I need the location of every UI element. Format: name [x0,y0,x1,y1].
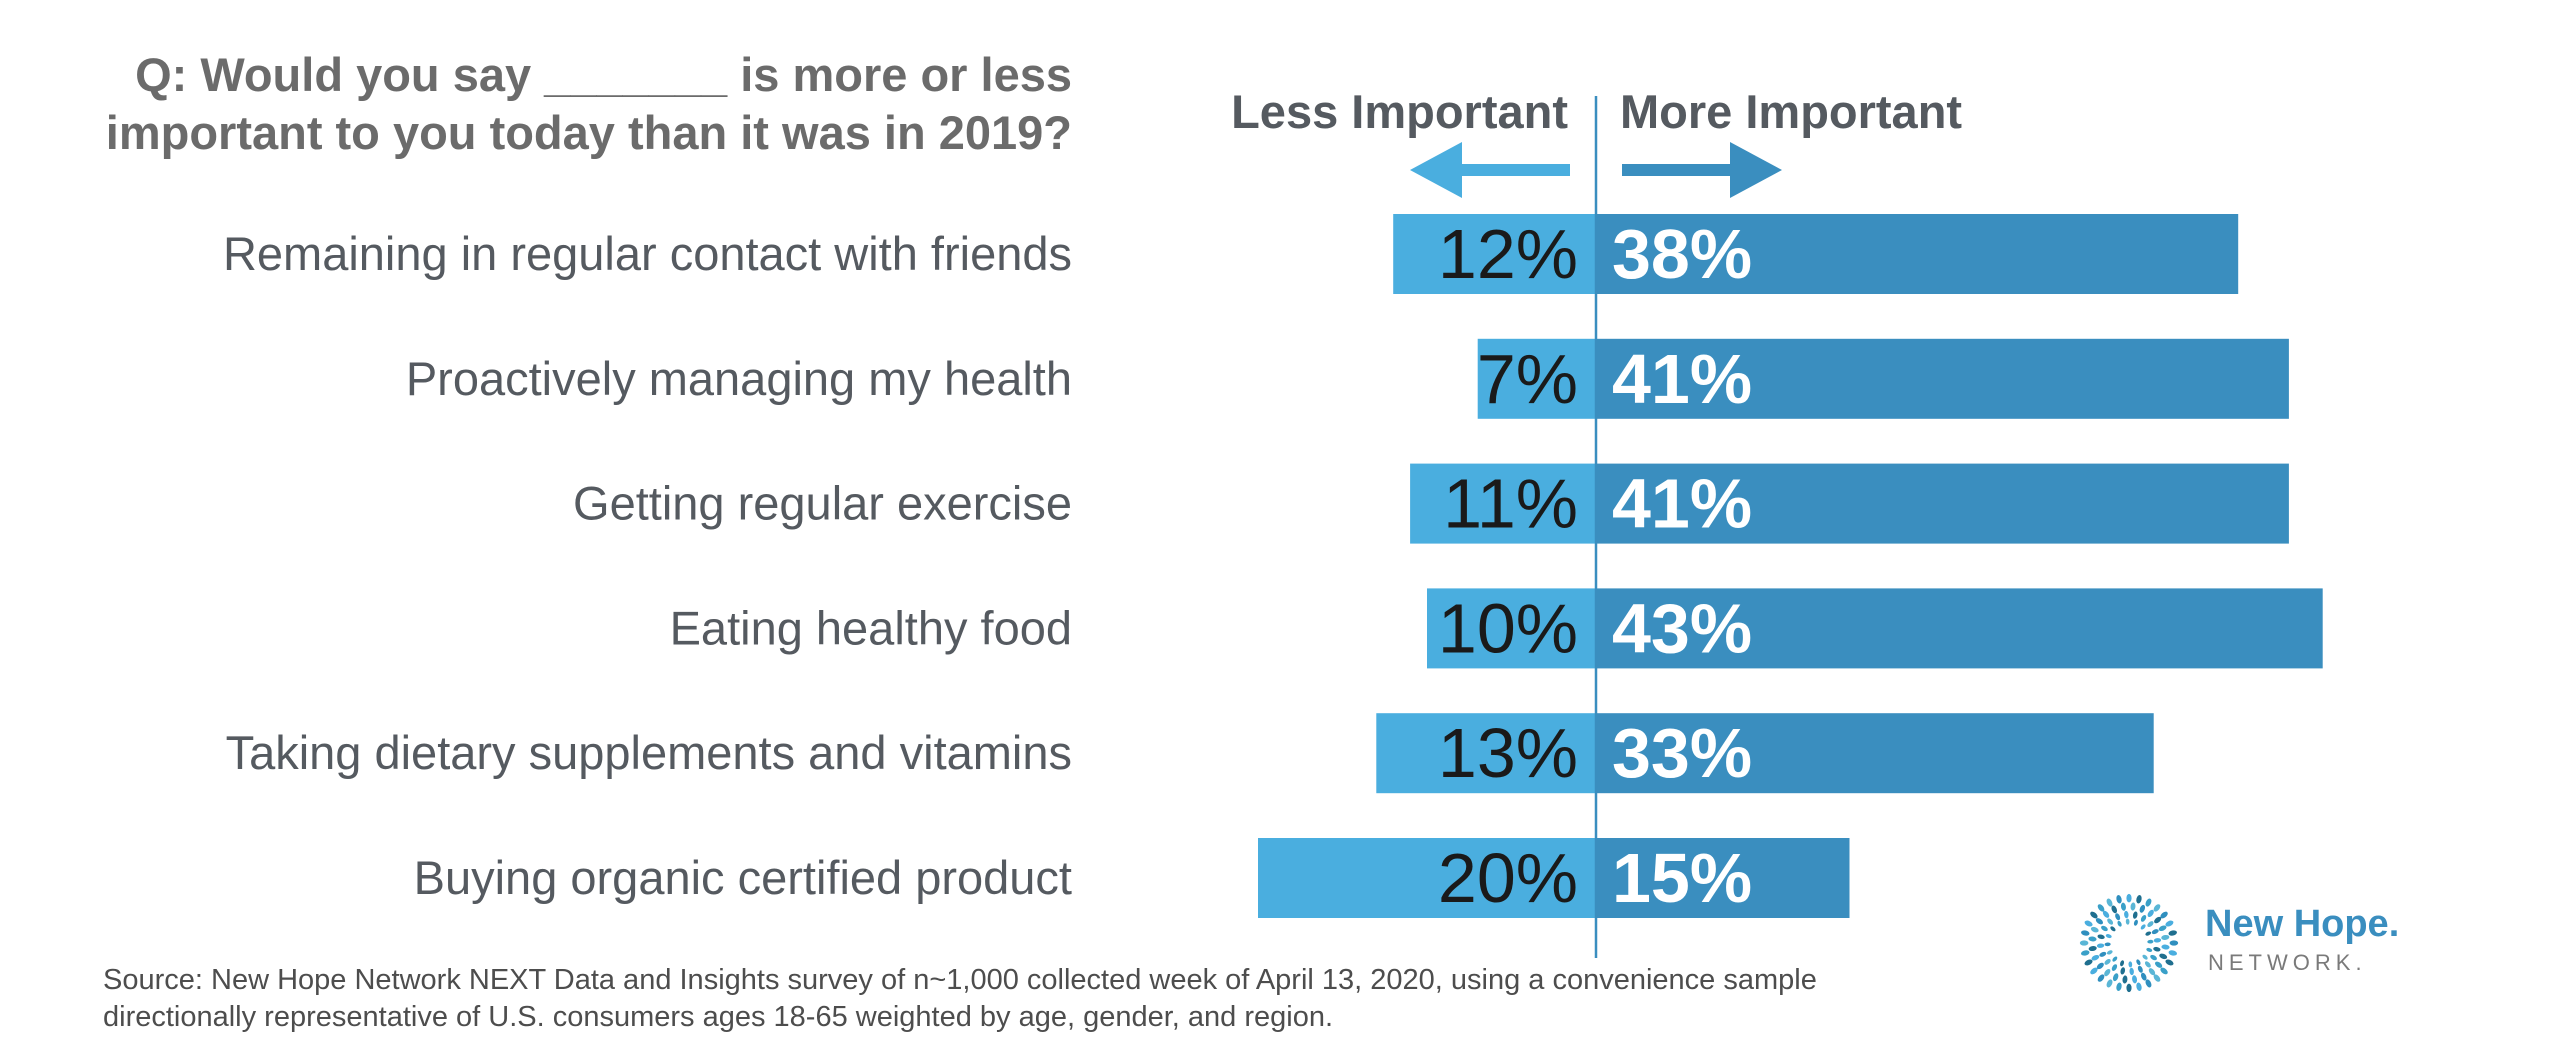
bar-more-remaining-in-regular-contact-with-friends [1596,214,2239,294]
less-important-header: Less Important [1231,85,1568,138]
value-label-less-proactively-managing-my-health: 7% [1477,340,1578,418]
bar-less-eating-healthy-food [1427,588,1596,669]
source-line-2: directionally representative of U.S. con… [103,1001,1334,1033]
bar-more-buying-organic-certified-product [1596,838,1850,918]
question-line-2: important to you today than it was in 20… [105,106,1072,159]
logo-subtitle: NETWORK. [2208,950,2367,975]
value-label-less-getting-regular-exercise: 11% [1443,465,1578,543]
value-label-more-taking-dietary-supplements-and-vitamins: 33% [1612,714,1752,792]
bar-more-proactively-managing-my-health [1596,338,2289,419]
bar-less-buying-organic-certified-product [1258,838,1596,918]
left-arrow-icon [1410,142,1462,198]
new-hope-logo: New Hope. NETWORK. [2078,892,2438,1002]
category-label-taking-dietary-supplements-and-vitamins: Taking dietary supplements and vitamins [226,726,1072,779]
more-arrow-shaft [1622,164,1734,176]
bar-more-taking-dietary-supplements-and-vitamins [1596,713,2154,794]
bar-more-getting-regular-exercise [1596,463,2289,544]
question-text: Q: Would you say _______ is more or less… [0,46,1072,162]
question-line-1: Q: Would you say _______ is more or less [135,48,1072,101]
value-label-more-remaining-in-regular-contact-with-friends: 38% [1612,215,1752,293]
value-label-more-proactively-managing-my-health: 41% [1612,340,1752,418]
bar-more-eating-healthy-food [1596,588,2323,669]
category-label-buying-organic-certified-product: Buying organic certified product [414,851,1072,904]
more-important-header: More Important [1620,85,1962,138]
value-label-more-getting-regular-exercise: 41% [1612,465,1752,543]
right-arrow-icon [1730,142,1782,198]
starburst-logo-icon [2079,893,2179,993]
value-label-more-buying-organic-certified-product: 15% [1612,839,1752,917]
bar-less-getting-regular-exercise [1410,463,1596,544]
source-line-1: Source: New Hope Network NEXT Data and I… [103,964,1817,996]
logo-name: New Hope. [2205,903,2400,945]
bar-less-remaining-in-regular-contact-with-friends [1393,214,1596,294]
value-label-less-eating-healthy-food: 10% [1438,589,1578,667]
bar-less-taking-dietary-supplements-and-vitamins [1376,713,1596,794]
category-label-getting-regular-exercise: Getting regular exercise [573,477,1072,530]
value-label-more-eating-healthy-food: 43% [1612,589,1752,667]
value-label-less-remaining-in-regular-contact-with-friends: 12% [1438,215,1578,293]
category-label-eating-healthy-food: Eating healthy food [670,601,1072,654]
value-label-less-taking-dietary-supplements-and-vitamins: 13% [1438,714,1578,792]
category-label-remaining-in-regular-contact-with-friends: Remaining in regular contact with friend… [223,227,1072,280]
source-note: Source: New Hope Network NEXT Data and I… [103,962,1817,1036]
value-label-less-buying-organic-certified-product: 20% [1438,839,1578,917]
category-label-proactively-managing-my-health: Proactively managing my health [406,352,1072,405]
bar-less-proactively-managing-my-health [1477,338,1596,419]
less-arrow-shaft [1460,164,1570,176]
